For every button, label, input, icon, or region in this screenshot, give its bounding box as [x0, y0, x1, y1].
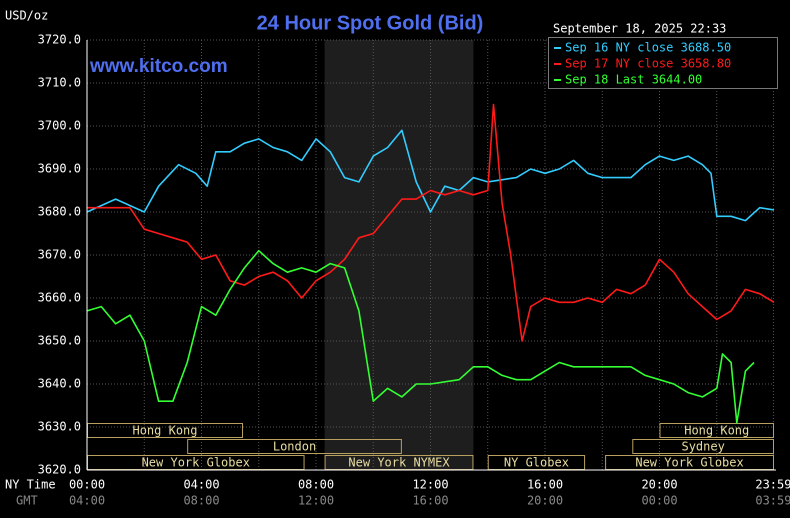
- session-label: Hong Kong: [132, 424, 197, 438]
- legend-box: [548, 37, 778, 89]
- y-tick-label: 3640.0: [38, 377, 81, 391]
- x-axis-label: NY Time: [5, 478, 56, 492]
- session-label: NY Globex: [504, 456, 569, 470]
- x-tick-label: 23:59: [755, 478, 790, 492]
- x-tick-label: 20:00: [641, 478, 677, 492]
- watermark: www.kitco.com: [89, 56, 228, 77]
- price-line: [86, 249, 755, 424]
- gmt-tick-label: 08:00: [183, 494, 219, 508]
- y-tick-label: 3630.0: [38, 420, 81, 434]
- y-axis-label: USD/oz: [5, 9, 48, 23]
- timestamp: September 18, 2025 22:33: [553, 22, 726, 36]
- session-label: New York Globex: [142, 456, 250, 470]
- session-label: New York Globex: [635, 456, 743, 470]
- session-label: Sydney: [681, 440, 724, 454]
- x-tick-label: 12:00: [412, 478, 448, 492]
- x-tick-label: 00:00: [69, 478, 105, 492]
- y-tick-label: 3680.0: [38, 205, 81, 219]
- legend-label: Sep 18 Last 3644.00: [565, 73, 702, 87]
- y-tick-label: 3690.0: [38, 162, 81, 176]
- y-tick-label: 3620.0: [38, 463, 81, 477]
- x-tick-label: 04:00: [183, 478, 219, 492]
- gmt-tick-label: 12:00: [298, 494, 334, 508]
- session-label: Hong Kong: [684, 424, 749, 438]
- y-tick-label: 3720.0: [38, 33, 81, 47]
- session-label: London: [273, 440, 316, 454]
- gmt-tick-label: 00:00: [641, 494, 677, 508]
- session-label: New York NYMEX: [348, 456, 450, 470]
- gmt-tick-label: 16:00: [412, 494, 448, 508]
- gmt-tick-label: 04:00: [69, 494, 105, 508]
- y-tick-label: 3700.0: [38, 119, 81, 133]
- session-box: [187, 439, 402, 454]
- y-tick-label: 3660.0: [38, 291, 81, 305]
- session-box: [632, 439, 775, 454]
- x-tick-label: 16:00: [527, 478, 563, 492]
- x-tick-label: 08:00: [298, 478, 334, 492]
- legend-label: Sep 17 NY close 3658.80: [565, 57, 731, 71]
- y-tick-label: 3650.0: [38, 334, 81, 348]
- chart-title: 24 Hour Spot Gold (Bid): [257, 12, 484, 34]
- price-line: [86, 129, 775, 222]
- gmt-tick-label: 20:00: [527, 494, 563, 508]
- price-line: [87, 103, 775, 342]
- gmt-tick-label: 03:59: [755, 494, 790, 508]
- legend-label: Sep 16 NY close 3688.50: [565, 41, 731, 55]
- x2-axis-label: GMT: [16, 494, 38, 508]
- y-tick-label: 3710.0: [38, 76, 81, 90]
- y-tick-label: 3670.0: [38, 248, 81, 262]
- session-box: [659, 423, 774, 438]
